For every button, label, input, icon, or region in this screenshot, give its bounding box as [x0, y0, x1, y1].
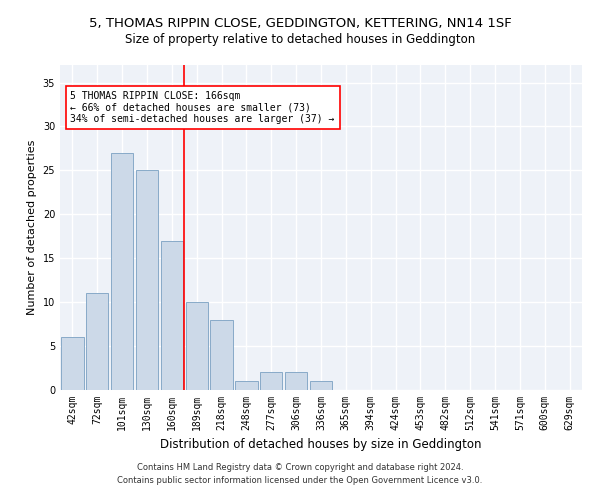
X-axis label: Distribution of detached houses by size in Geddington: Distribution of detached houses by size …: [160, 438, 482, 452]
Text: 5 THOMAS RIPPIN CLOSE: 166sqm
← 66% of detached houses are smaller (73)
34% of s: 5 THOMAS RIPPIN CLOSE: 166sqm ← 66% of d…: [70, 91, 335, 124]
Bar: [136, 170, 158, 390]
Bar: [211, 320, 233, 390]
Bar: [86, 294, 109, 390]
Y-axis label: Number of detached properties: Number of detached properties: [27, 140, 37, 315]
Bar: [185, 302, 208, 390]
Text: Contains HM Land Registry data © Crown copyright and database right 2024.: Contains HM Land Registry data © Crown c…: [137, 464, 463, 472]
Bar: [61, 338, 83, 390]
Bar: [161, 240, 183, 390]
Bar: [111, 153, 133, 390]
Bar: [285, 372, 307, 390]
Bar: [310, 381, 332, 390]
Bar: [235, 381, 257, 390]
Text: 5, THOMAS RIPPIN CLOSE, GEDDINGTON, KETTERING, NN14 1SF: 5, THOMAS RIPPIN CLOSE, GEDDINGTON, KETT…: [89, 18, 511, 30]
Bar: [260, 372, 283, 390]
Text: Size of property relative to detached houses in Geddington: Size of property relative to detached ho…: [125, 32, 475, 46]
Text: Contains public sector information licensed under the Open Government Licence v3: Contains public sector information licen…: [118, 476, 482, 485]
